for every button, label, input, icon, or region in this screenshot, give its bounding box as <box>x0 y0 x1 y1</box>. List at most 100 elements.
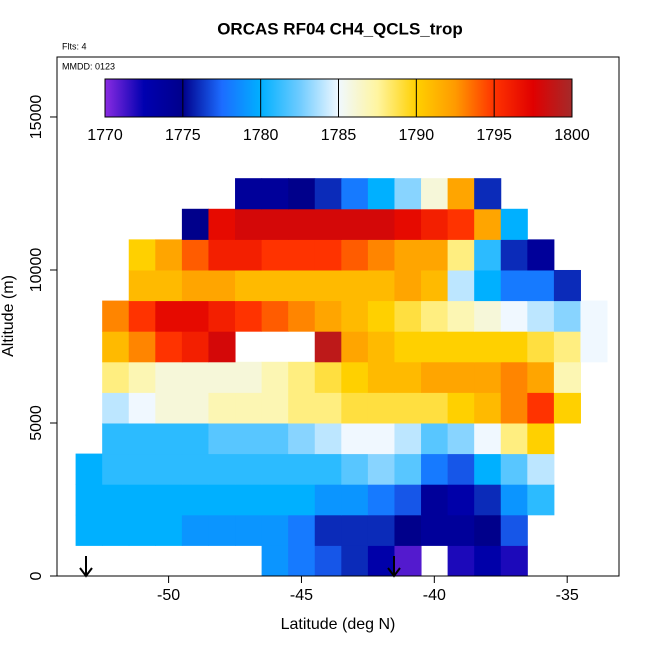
heat-cell <box>367 300 395 332</box>
heat-cell <box>527 422 555 455</box>
heat-cell <box>421 208 449 240</box>
heat-cell <box>102 331 130 363</box>
heat-cell <box>261 484 289 516</box>
heat-cell <box>235 208 263 240</box>
heat-cell <box>367 484 395 516</box>
heat-cell <box>553 392 581 424</box>
heat-cell <box>235 392 263 424</box>
heat-cell <box>500 392 528 424</box>
heat-cell <box>421 453 449 485</box>
heat-cell <box>288 300 316 332</box>
heat-cell <box>314 453 342 485</box>
heat-cell <box>261 392 289 424</box>
heat-cell <box>500 208 528 240</box>
heat-cell <box>288 545 316 577</box>
heat-cell <box>181 422 209 455</box>
heat-cell <box>341 514 369 546</box>
heat-cell <box>181 331 209 363</box>
heat-cell <box>181 514 209 546</box>
heat-cell <box>421 178 449 210</box>
heat-cell <box>314 514 342 546</box>
heat-cell <box>421 392 449 424</box>
heat-cell <box>314 239 342 271</box>
heat-cell <box>181 208 209 240</box>
y-tick-label: 0 <box>28 571 45 580</box>
heat-cell <box>474 514 502 546</box>
heat-cell <box>75 514 103 546</box>
heat-cell <box>208 361 236 393</box>
heat-cell <box>208 269 236 302</box>
heat-cell <box>261 269 289 302</box>
heat-cell <box>394 514 422 546</box>
heat-cell <box>341 178 369 210</box>
heat-cell <box>235 422 263 455</box>
heat-cell <box>341 361 369 393</box>
heat-cell <box>288 269 316 302</box>
heat-cell <box>181 392 209 424</box>
colorbar-tick-label: 1800 <box>554 127 590 144</box>
heat-cell <box>208 300 236 332</box>
x-tick-label: -35 <box>556 587 579 604</box>
heat-cell <box>314 208 342 240</box>
colorbar-tick-label: 1770 <box>87 127 123 144</box>
heat-cell <box>500 361 528 393</box>
heat-cell <box>155 361 183 393</box>
heat-cell <box>288 514 316 546</box>
heat-cell <box>235 300 263 332</box>
heat-cell <box>128 392 156 424</box>
heat-cell <box>394 484 422 516</box>
heat-cell <box>500 239 528 271</box>
heat-cell <box>527 239 555 271</box>
heat-cell <box>367 453 395 485</box>
heat-cell <box>447 239 475 271</box>
heat-cell <box>288 208 316 240</box>
heat-cell <box>394 239 422 271</box>
heat-cell <box>421 300 449 332</box>
heat-cell <box>367 422 395 455</box>
heat-cell <box>128 239 156 271</box>
heat-cell <box>288 484 316 516</box>
heat-cell <box>474 269 502 302</box>
x-axis-label: Latitude (deg N) <box>281 616 396 633</box>
colorbar-tick-label: 1780 <box>243 127 279 144</box>
heat-cell <box>208 331 236 363</box>
flights-note: Flts: 4 <box>62 41 87 51</box>
heat-cell <box>500 545 528 577</box>
heat-cell <box>367 269 395 302</box>
heat-cell <box>474 392 502 424</box>
heat-cell <box>181 361 209 393</box>
heat-cell <box>261 300 289 332</box>
date-note: MMDD: 0123 <box>62 61 115 71</box>
heat-cell <box>394 331 422 363</box>
heat-cell <box>288 239 316 271</box>
heat-cell <box>447 545 475 577</box>
heat-cell <box>474 331 502 363</box>
heat-cell <box>394 453 422 485</box>
heat-cell <box>181 453 209 485</box>
heat-cell <box>421 239 449 271</box>
heat-cell <box>288 361 316 393</box>
colorbar-tick-label: 1785 <box>321 127 357 144</box>
heat-cell <box>235 514 263 546</box>
heat-cell <box>102 361 130 393</box>
heat-cell <box>181 269 209 302</box>
heat-cell <box>394 545 422 577</box>
heat-cell <box>208 514 236 546</box>
heat-cell <box>553 300 581 332</box>
heat-cell <box>155 269 183 302</box>
heat-cell <box>314 178 342 210</box>
heat-cell <box>447 331 475 363</box>
heat-cell <box>155 392 183 424</box>
heat-cell <box>421 484 449 516</box>
heat-cell <box>474 208 502 240</box>
heat-cell <box>128 331 156 363</box>
plot-frame <box>56 56 620 577</box>
heat-cell <box>500 422 528 455</box>
heat-cell <box>527 331 555 363</box>
colorbar-tick-label: 1790 <box>399 127 435 144</box>
heat-cell <box>288 422 316 455</box>
heat-cell <box>128 422 156 455</box>
heat-cell <box>128 484 156 516</box>
heat-cell <box>394 300 422 332</box>
heat-cell <box>500 269 528 302</box>
